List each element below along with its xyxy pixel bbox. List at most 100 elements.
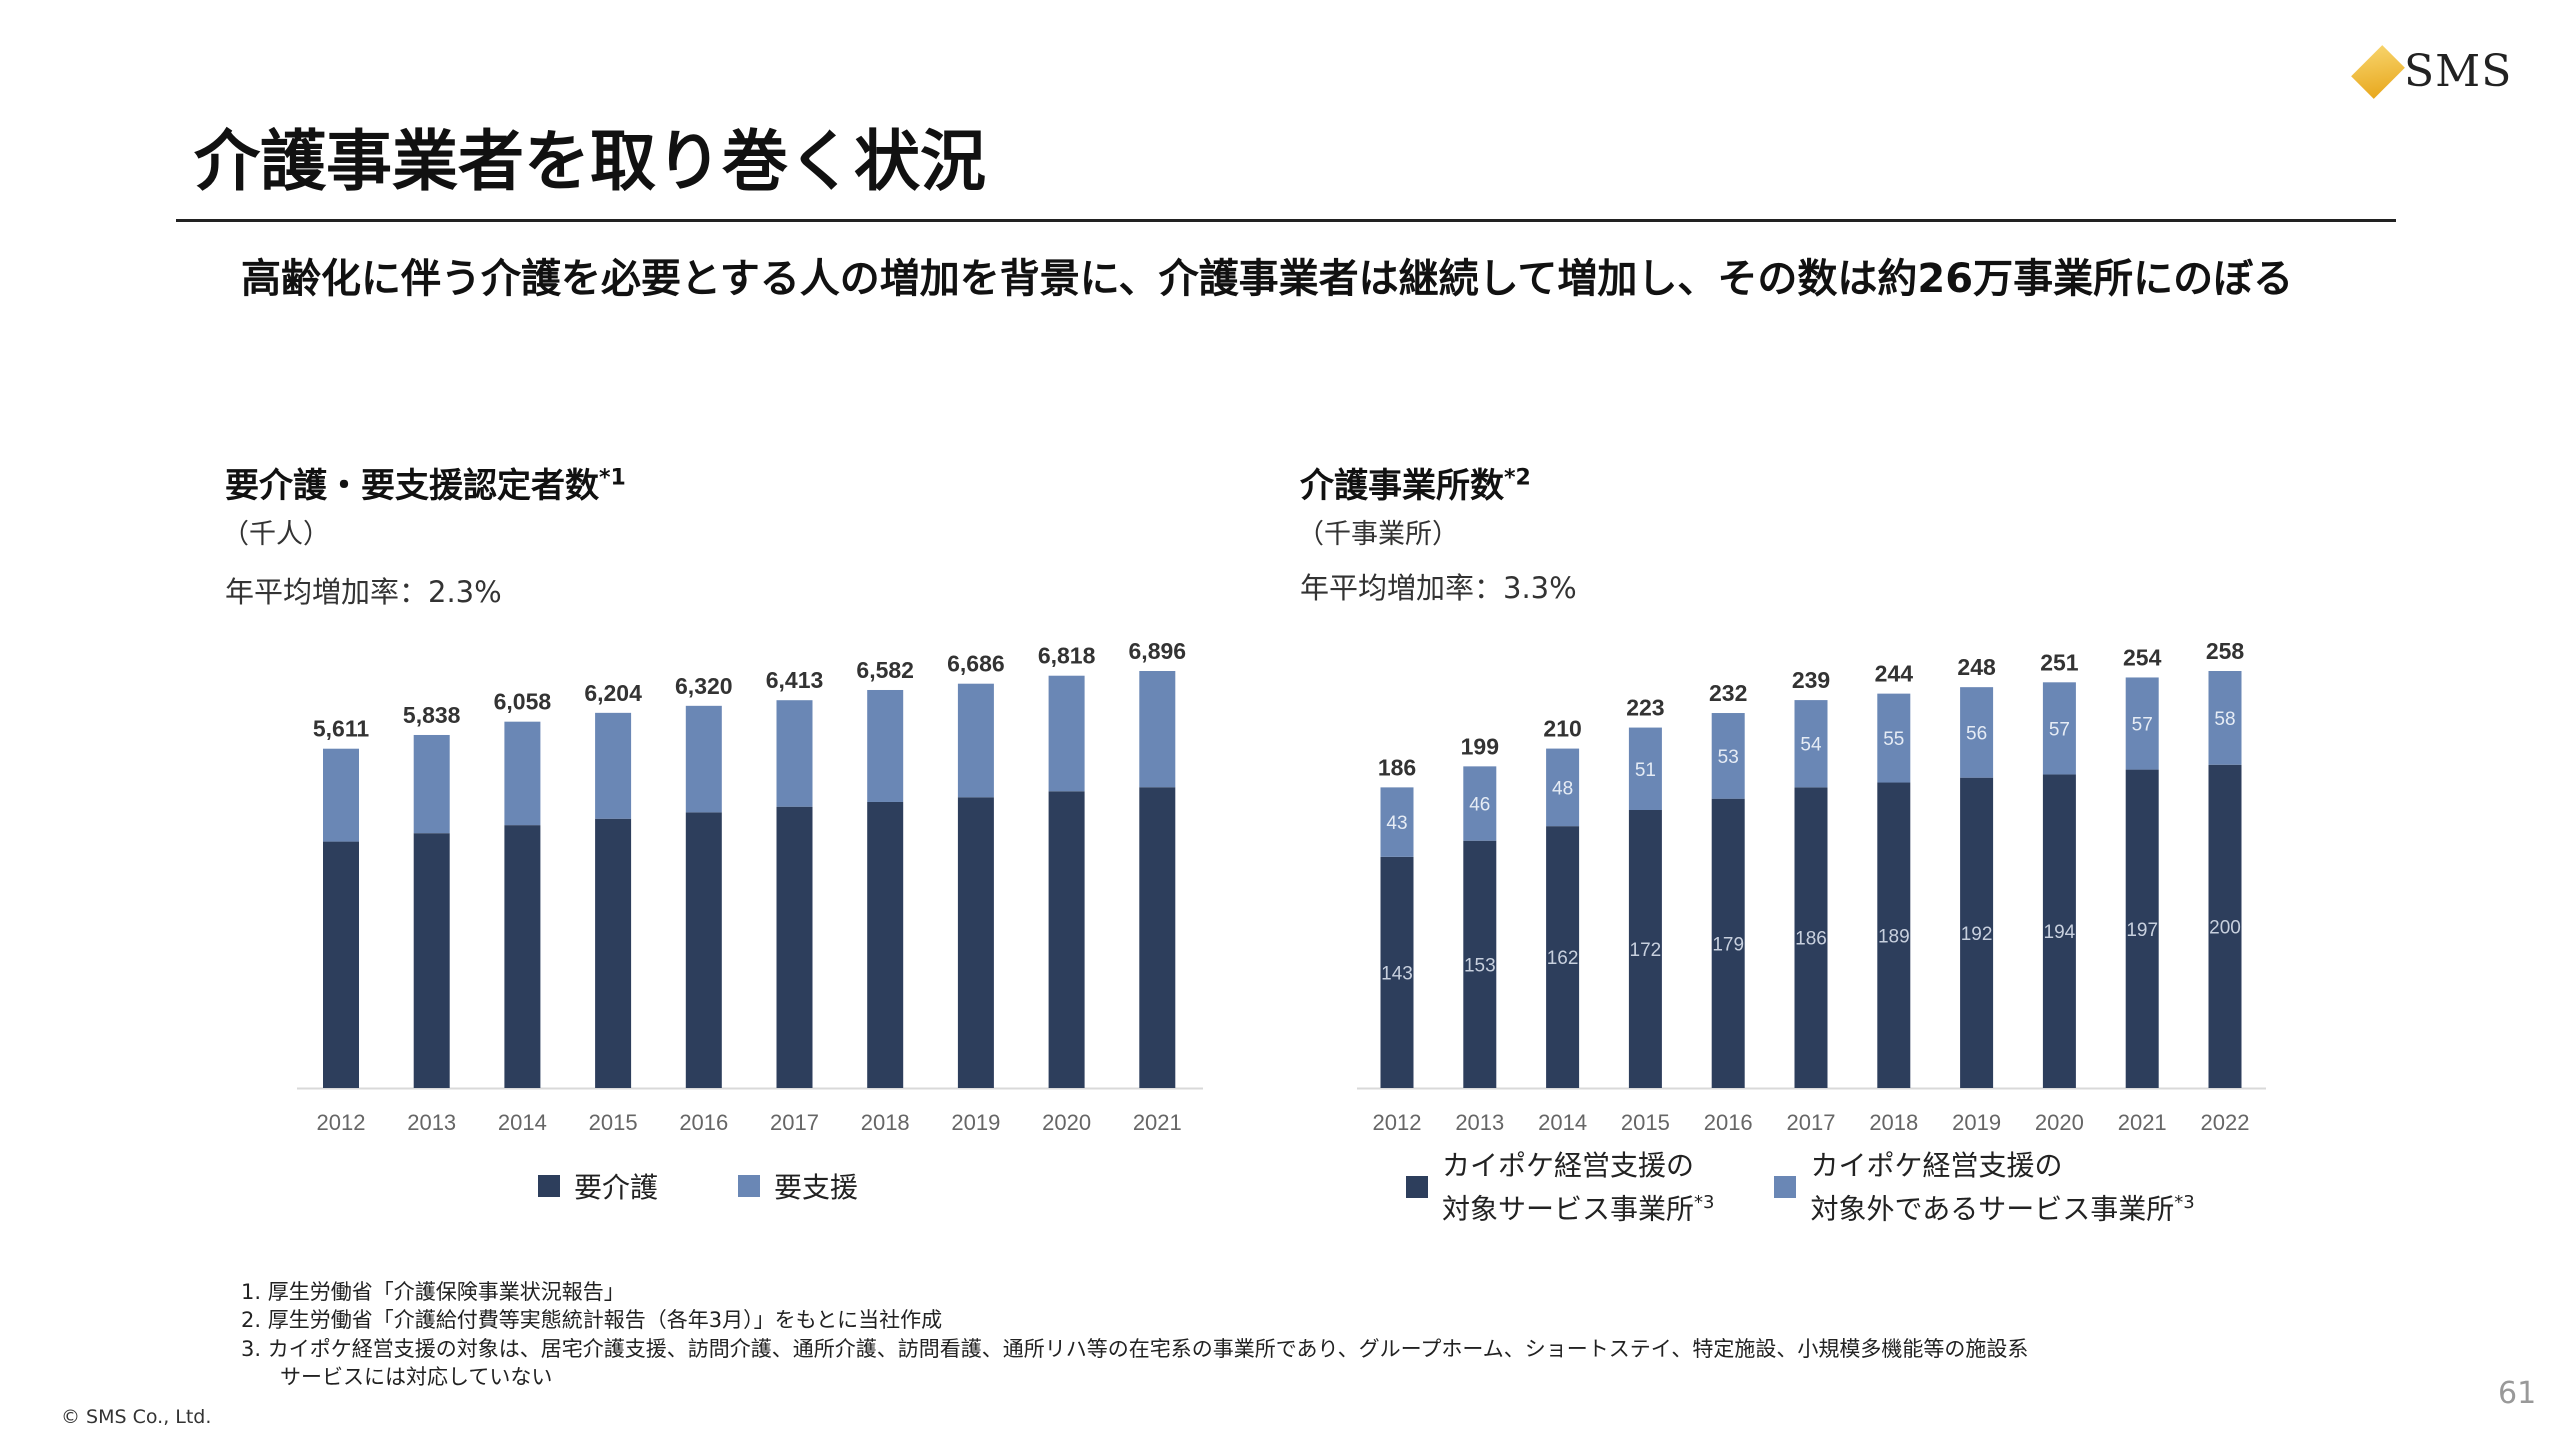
right-year-label-2020: 2020 [2035,1110,2084,1135]
right-year-label-2021: 2021 [2118,1110,2167,1135]
right-year-label-2014: 2014 [1538,1110,1587,1135]
right-dark-value-label-2013: 153 [1464,955,1496,976]
right-bar-2019-light [1960,687,1994,778]
right-total-label-2012: 186 [1378,754,1416,780]
left-bar-2016-dark [685,812,722,1088]
footnote-1: 1. 厚生労働省「介護保険事業状況報告」 [241,1280,625,1304]
title-divider [176,219,2396,222]
right-bar-2019-dark [1960,777,1994,1088]
right-chart-unit: （千事業所） [1297,519,1459,550]
left-bar-2021-light [1139,671,1176,788]
right-light-value-label-2021: 57 [2132,715,2153,736]
left-total-label-2015: 6,204 [584,680,642,706]
legend-swatch-light [1774,1176,1797,1199]
left-year-label-2020: 2020 [1042,1110,1091,1135]
right-bar-2020-dark [2042,774,2076,1088]
legend-label: カイポケ経営支援の 対象外であるサービス事業所*3 [1810,1147,2194,1227]
right-dark-value-label-2022: 200 [2209,917,2241,938]
right-total-label-2016: 232 [1709,680,1747,706]
right-bar-2017-light [1794,700,1828,788]
right-light-value-label-2016: 53 [1718,747,1739,768]
left-bar-2015-light [595,712,632,819]
legend-swatch-light [738,1175,761,1197]
left-year-label-2013: 2013 [407,1110,456,1135]
legend-note: *3 [2174,1192,2195,1213]
right-light-value-label-2015: 51 [1635,760,1656,781]
left-bar-2019-dark [957,797,994,1088]
right-bar-2022-light [2208,671,2242,765]
left-chart-growth-rate: 年平均増加率：2.3% [225,575,502,609]
legend-swatch-dark [538,1175,560,1197]
right-dark-value-label-2014: 162 [1547,948,1579,969]
right-bar-2017-dark [1794,787,1828,1088]
left-total-label-2013: 5,838 [403,702,461,728]
right-bar-2015-light [1628,727,1662,810]
right-bar-2016-dark [1711,798,1745,1088]
right-bar-2013-light [1463,766,1497,841]
left-bar-2014-light [504,721,541,826]
legend-label: カイポケ経営支援の 対象サービス事業所*3 [1442,1147,1714,1227]
right-total-label-2020: 251 [2040,649,2079,675]
right-dark-value-label-2016: 179 [1712,934,1744,955]
right-dark-value-label-2018: 189 [1878,926,1910,947]
sms-logo: SMS [2351,44,2512,99]
headline: 高齢化に伴う介護を必要とする人の増加を背景に、介護事業者は継続して増加し、その数… [241,256,2294,302]
right-light-value-label-2018: 55 [1883,729,1904,750]
left-bar-2015-dark [595,818,632,1088]
right-year-label-2019: 2019 [1952,1110,2001,1135]
right-total-label-2021: 254 [2123,644,2162,670]
right-bar-2015-dark [1628,810,1662,1088]
right-light-value-label-2014: 48 [1552,778,1573,799]
left-bar-2013-dark [413,833,450,1088]
left-year-label-2018: 2018 [861,1110,910,1135]
right-total-label-2014: 210 [1543,716,1581,742]
right-bar-2021-dark [2125,769,2159,1088]
legend-line2: 対象外であるサービス事業所 [1810,1192,2175,1226]
legend-label: 要支援 [774,1171,859,1204]
left-total-label-2019: 6,686 [947,651,1005,677]
right-year-label-2017: 2017 [1787,1110,1836,1135]
right-total-label-2015: 223 [1626,695,1664,721]
right-light-value-label-2017: 54 [1800,735,1822,756]
copyright: © SMS Co., Ltd. [61,1406,212,1428]
right-light-value-label-2012: 43 [1386,813,1407,834]
right-total-label-2019: 248 [1957,654,1996,680]
left-year-label-2015: 2015 [589,1110,638,1135]
left-bar-2013-light [413,734,450,834]
left-bar-2016-light [685,705,722,813]
left-total-label-2018: 6,582 [856,657,914,683]
legend-swatch-dark [1406,1176,1428,1199]
left-year-label-2012: 2012 [317,1110,366,1135]
page-number: 61 [2498,1376,2537,1411]
legend-item-care: 要介護 [538,1166,658,1206]
right-total-label-2017: 239 [1792,667,1830,693]
left-bar-2012-dark [323,841,359,1088]
left-chart-title-text: 要介護・要支援認定者数 [225,466,599,506]
right-total-label-2022: 258 [2206,638,2245,664]
footnote-2: 2. 厚生労働省「介護給付費等実態統計報告（各年3月）」をもとに当社作成 [241,1308,943,1332]
right-bar-2016-light [1711,713,1745,799]
right-bar-2012-light [1380,787,1414,857]
right-light-value-label-2022: 58 [2214,709,2235,730]
right-dark-value-label-2020: 194 [2044,922,2076,943]
right-dark-value-label-2012: 143 [1381,963,1413,984]
right-bar-2014-dark [1546,826,1580,1088]
left-total-label-2017: 6,413 [766,667,824,693]
left-bar-2014-dark [504,825,541,1088]
left-chart-title: 要介護・要支援認定者数*1 [225,458,626,507]
left-bar-2019-light [957,683,994,798]
legend-item-support: 要支援 [738,1166,858,1206]
left-bar-2017-light [776,700,813,807]
right-bar-2020-light [2042,682,2076,775]
right-bar-2018-light [1877,693,1911,783]
right-chart-growth-rate: 年平均増加率：3.3% [1300,571,1577,605]
left-bar-2012-light [323,748,359,842]
right-dark-value-label-2015: 172 [1630,940,1662,961]
right-bar-2013-dark [1463,840,1497,1088]
right-bar-2012-dark [1380,856,1414,1088]
right-bar-2018-dark [1877,782,1911,1088]
right-bar-2014-light [1546,748,1580,827]
left-chart-unit: （千人） [222,519,330,550]
right-year-label-2015: 2015 [1621,1110,1670,1135]
legend-line2: 対象サービス事業所 [1442,1192,1695,1226]
